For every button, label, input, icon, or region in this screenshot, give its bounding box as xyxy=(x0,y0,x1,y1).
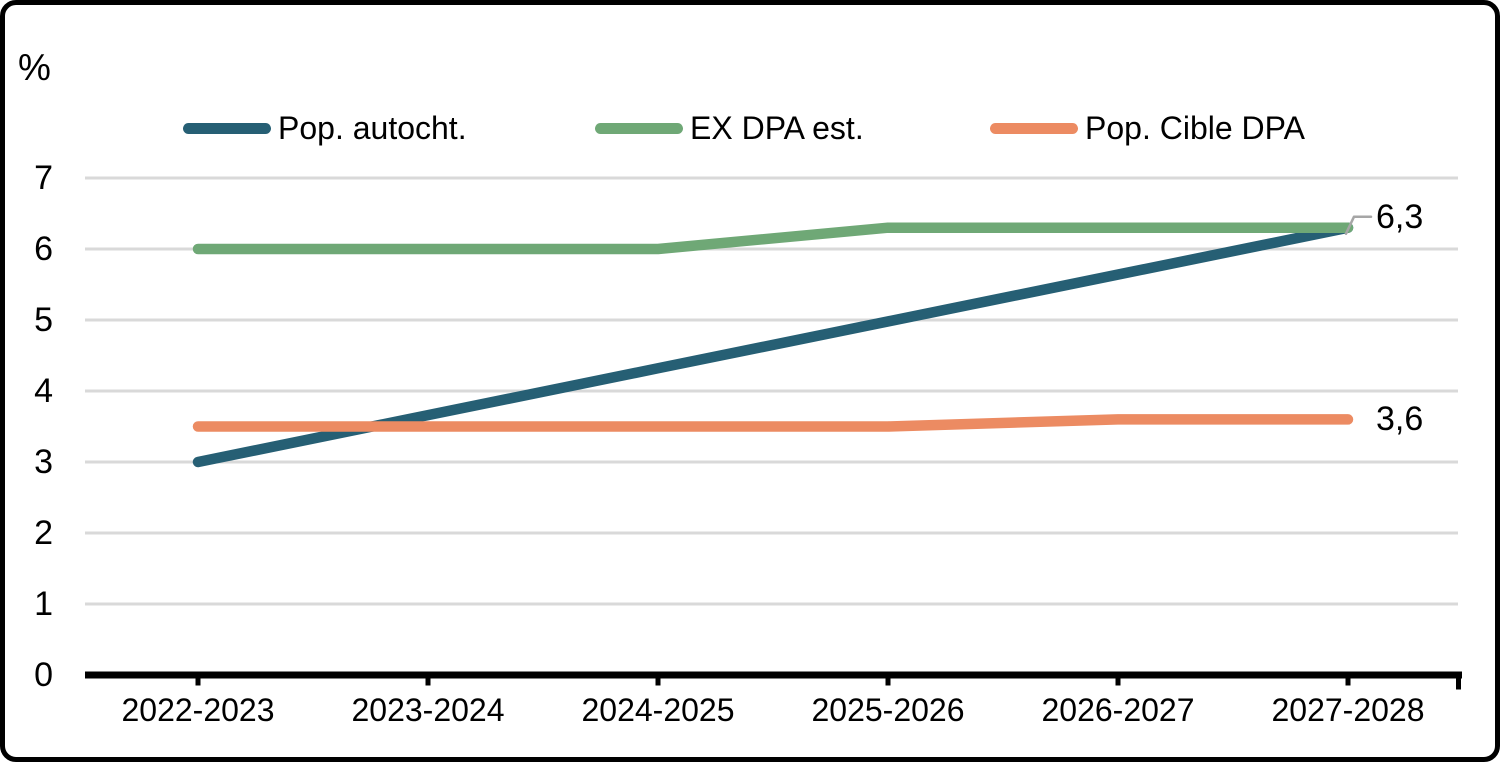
chart-plot-area xyxy=(85,176,1462,690)
y-axis-tick-label-5: 5 xyxy=(34,301,53,339)
legend-item-label: Pop. Cible DPA xyxy=(1085,110,1305,146)
x-axis-tick-label-2026-2027: 2026-2027 xyxy=(1041,692,1195,728)
series-line-pop-cible-dpa xyxy=(192,414,1354,432)
legend-item-pop-autocht: Pop. autocht. xyxy=(183,109,467,147)
series-end-label-pop-autocht: 6,3 xyxy=(1376,197,1424,236)
x-axis-tick xyxy=(1345,678,1351,686)
x-axis-tick xyxy=(425,678,431,686)
series-end-label-pop-cible-dpa: 3,6 xyxy=(1376,400,1424,439)
legend-line-swatch-pop-autocht xyxy=(183,122,271,134)
x-axis-end-tick xyxy=(1456,678,1461,690)
y-axis-tick-label-6: 6 xyxy=(34,230,53,268)
legend-item-ex-dpa-est: EX DPA est. xyxy=(595,109,864,147)
x-axis-tick xyxy=(655,678,661,686)
legend-item-label: Pop. autocht. xyxy=(278,110,467,146)
legend-item-pop-cible-dpa: Pop. Cible DPA xyxy=(990,109,1305,147)
x-axis-tick-label-2027-2028: 2027-2028 xyxy=(1271,692,1425,728)
y-axis-unit-label: % xyxy=(18,47,51,88)
series-line-ex-dpa-est xyxy=(192,222,1354,255)
legend-line-swatch-pop-cible-dpa xyxy=(990,122,1078,134)
y-axis-tick-label-0: 0 xyxy=(34,656,53,694)
y-axis-tick-label-3: 3 xyxy=(34,443,53,481)
x-axis-tick-label-2022-2023: 2022-2023 xyxy=(121,692,275,728)
x-axis-tick xyxy=(885,678,891,686)
y-axis-tick-label-7: 7 xyxy=(34,159,53,197)
y-axis-tick-label-1: 1 xyxy=(34,585,53,623)
x-axis-tick-label-2023-2024: 2023-2024 xyxy=(351,692,505,728)
legend-line-swatch-ex-dpa-est xyxy=(595,122,683,134)
leader-line-pop-autocht xyxy=(1344,215,1373,235)
x-axis-tick-label-2024-2025: 2024-2025 xyxy=(581,692,735,728)
y-axis-tick-label-4: 4 xyxy=(34,372,53,410)
x-axis-tick xyxy=(195,678,201,686)
x-axis-tick-label-2025-2026: 2025-2026 xyxy=(811,692,965,728)
legend-item-label: EX DPA est. xyxy=(690,110,864,146)
y-axis-tick-label-2: 2 xyxy=(34,514,53,552)
x-axis-tick xyxy=(1115,678,1121,686)
x-axis-line xyxy=(85,671,1462,679)
